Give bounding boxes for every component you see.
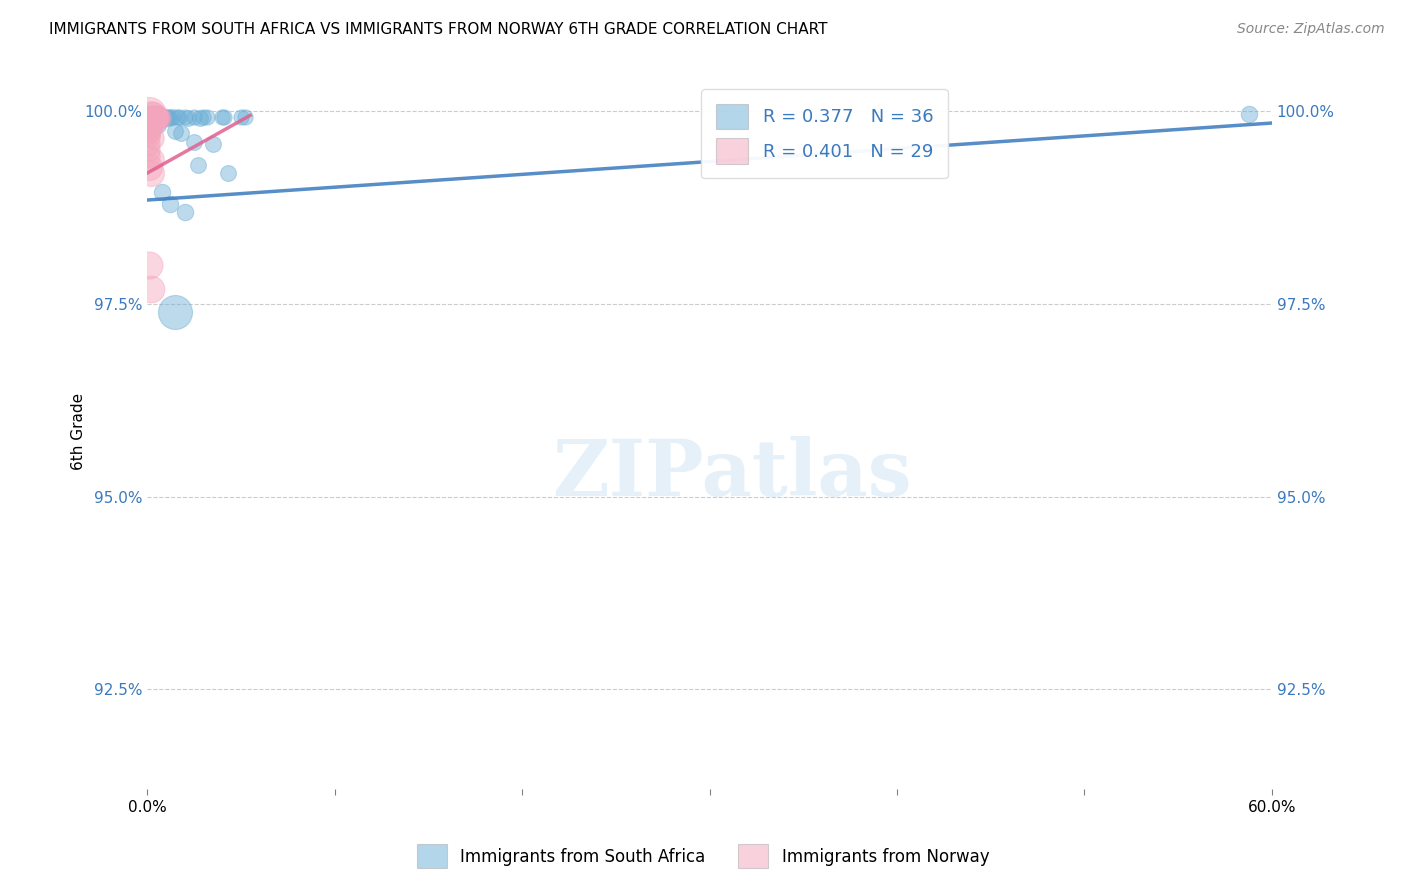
Point bbox=[139, 121, 162, 136]
Point bbox=[145, 110, 167, 124]
Point bbox=[145, 110, 167, 124]
Point bbox=[138, 113, 160, 128]
Point bbox=[139, 114, 162, 128]
Point bbox=[211, 110, 233, 124]
Point bbox=[173, 110, 195, 124]
Point bbox=[188, 111, 211, 125]
Legend: R = 0.377   N = 36, R = 0.401   N = 29: R = 0.377 N = 36, R = 0.401 N = 29 bbox=[702, 89, 948, 178]
Point bbox=[159, 111, 181, 125]
Point bbox=[142, 131, 165, 145]
Point bbox=[138, 124, 160, 138]
Point bbox=[156, 110, 179, 124]
Point bbox=[138, 129, 160, 144]
Point bbox=[159, 197, 181, 211]
Point bbox=[160, 110, 183, 124]
Point bbox=[183, 110, 205, 124]
Point bbox=[149, 110, 172, 124]
Legend: Immigrants from South Africa, Immigrants from Norway: Immigrants from South Africa, Immigrants… bbox=[411, 838, 995, 875]
Point bbox=[153, 110, 176, 124]
Point bbox=[229, 110, 252, 124]
Point bbox=[138, 107, 160, 121]
Point bbox=[201, 136, 224, 151]
Point bbox=[139, 119, 162, 133]
Point bbox=[138, 126, 160, 140]
Text: IMMIGRANTS FROM SOUTH AFRICA VS IMMIGRANTS FROM NORWAY 6TH GRADE CORRELATION CHA: IMMIGRANTS FROM SOUTH AFRICA VS IMMIGRAN… bbox=[49, 22, 828, 37]
Point bbox=[170, 126, 193, 140]
Point bbox=[142, 108, 165, 122]
Point bbox=[142, 116, 165, 130]
Point bbox=[233, 110, 256, 124]
Point bbox=[139, 108, 162, 122]
Point bbox=[138, 118, 160, 132]
Point bbox=[195, 110, 218, 124]
Point bbox=[139, 166, 162, 180]
Point bbox=[150, 111, 173, 125]
Point bbox=[165, 124, 187, 138]
Point bbox=[150, 186, 173, 200]
Point bbox=[148, 112, 170, 126]
Point bbox=[173, 204, 195, 219]
Point bbox=[193, 110, 215, 124]
Point bbox=[138, 143, 160, 157]
Point bbox=[148, 111, 170, 125]
Point bbox=[142, 116, 165, 130]
Point bbox=[148, 118, 170, 132]
Point bbox=[142, 110, 165, 124]
Text: Source: ZipAtlas.com: Source: ZipAtlas.com bbox=[1237, 22, 1385, 37]
Point bbox=[139, 282, 162, 296]
Point bbox=[187, 158, 209, 172]
Point bbox=[139, 108, 162, 122]
Point bbox=[212, 110, 235, 124]
Point bbox=[143, 110, 166, 124]
Text: ZIPatlas: ZIPatlas bbox=[553, 436, 912, 512]
Point bbox=[217, 166, 239, 180]
Point bbox=[166, 110, 188, 124]
Point bbox=[1239, 107, 1261, 121]
Point bbox=[155, 111, 177, 125]
Point bbox=[165, 304, 187, 318]
Point bbox=[142, 153, 165, 167]
Point bbox=[145, 111, 167, 125]
Point bbox=[149, 111, 172, 125]
Point bbox=[138, 149, 160, 163]
Y-axis label: 6th Grade: 6th Grade bbox=[72, 392, 86, 469]
Point bbox=[143, 111, 166, 125]
Point bbox=[183, 136, 205, 150]
Point bbox=[138, 160, 160, 174]
Point bbox=[138, 259, 160, 273]
Point bbox=[177, 111, 200, 125]
Point bbox=[148, 110, 170, 124]
Point bbox=[167, 110, 190, 124]
Point bbox=[138, 136, 160, 151]
Point bbox=[143, 110, 166, 124]
